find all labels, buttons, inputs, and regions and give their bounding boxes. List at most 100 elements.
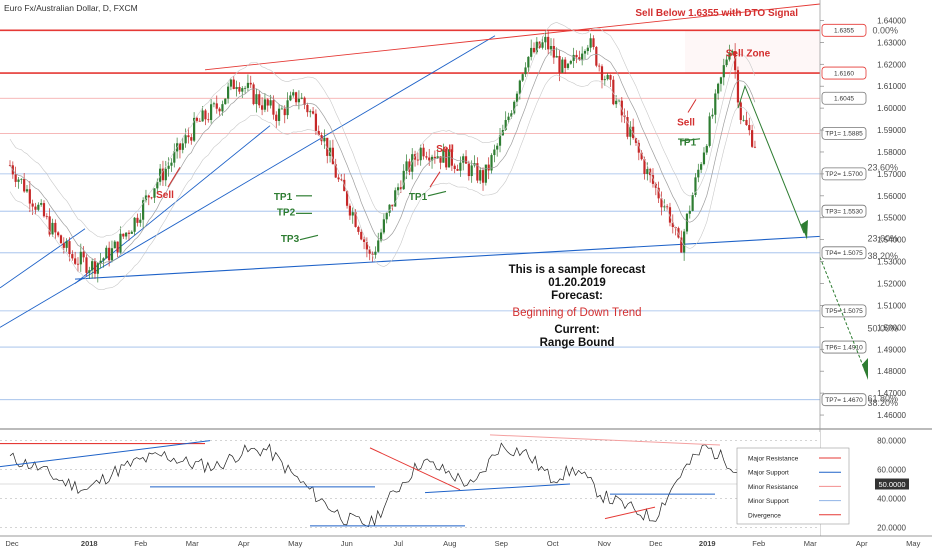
tp-label: TP2 — [277, 208, 296, 219]
candle-body — [320, 135, 323, 142]
candle-body — [306, 104, 309, 113]
time-tick-label: Jun — [341, 539, 353, 548]
candle-body — [173, 151, 176, 163]
candle-body — [232, 79, 235, 90]
lower-band-line — [9, 74, 756, 290]
candle-body — [204, 110, 207, 120]
osc-rising-support — [0, 440, 211, 468]
candle-body — [76, 263, 80, 265]
candle-body — [643, 159, 646, 174]
candle-body — [348, 205, 351, 216]
candle-body — [96, 263, 99, 274]
tp-arrow — [427, 190, 447, 197]
candle-body — [617, 100, 621, 102]
candle-body — [524, 67, 527, 75]
candle-body — [748, 125, 751, 131]
candle-body — [549, 46, 553, 50]
candle-body — [751, 130, 754, 147]
candle-body — [198, 120, 201, 122]
candle-body — [569, 60, 572, 64]
candle-body — [249, 82, 252, 85]
candle-body — [399, 187, 402, 190]
candle-body — [241, 88, 244, 92]
candle-body — [379, 232, 383, 241]
legend-label: Minor Resistance — [748, 484, 799, 491]
candle-body — [178, 143, 182, 150]
candle-body — [85, 257, 88, 273]
candle-body — [25, 189, 29, 192]
candle-body — [504, 119, 507, 130]
candle-body — [394, 190, 397, 207]
candle-body — [728, 52, 731, 60]
price-tick-label: 1.54000 — [877, 236, 906, 245]
osc-divergence-top — [489, 434, 721, 446]
fib-label: 38.20% — [867, 251, 898, 261]
candle-body — [606, 75, 609, 80]
candle-body — [127, 232, 131, 234]
level-label: 1.6160 — [834, 70, 854, 77]
candle-body — [331, 147, 335, 165]
candle-body — [405, 161, 408, 171]
price-tick-label: 1.63000 — [877, 38, 906, 47]
candle-body — [317, 130, 320, 136]
candle-body — [116, 241, 119, 253]
candle-body — [595, 47, 598, 66]
time-tick-label: Apr — [238, 539, 250, 548]
candle-body — [753, 146, 757, 148]
candle-body — [632, 126, 635, 139]
candle-body — [292, 92, 295, 96]
time-tick-label: May — [288, 539, 302, 548]
candle-body — [711, 114, 714, 117]
candle-body — [99, 260, 102, 264]
candle-body — [108, 247, 111, 261]
candle-body — [59, 235, 63, 244]
candle-body — [467, 163, 470, 177]
short-trendline-support — [0, 228, 86, 289]
price-tick-label: 1.46000 — [877, 411, 906, 420]
candle-body — [725, 59, 728, 66]
candle-body — [170, 162, 173, 166]
candle-body — [555, 55, 558, 58]
candle-body — [258, 94, 261, 106]
candle-body — [337, 177, 340, 180]
candle-body — [144, 195, 148, 201]
candle-body — [561, 59, 564, 73]
price-tick-label: 1.49000 — [877, 345, 906, 354]
candle-body — [402, 170, 405, 190]
chart-title: Euro Fx/Australian Dollar, D, FXCM — [4, 3, 138, 13]
candle-body — [136, 217, 139, 223]
candle-body — [40, 203, 43, 205]
time-tick-label: Feb — [752, 539, 765, 548]
candle-body — [734, 51, 737, 71]
sell-arrow — [429, 171, 441, 188]
osc-falling-resistance — [369, 447, 461, 491]
candle-body — [345, 191, 349, 206]
price-tick-label: 1.52000 — [877, 280, 906, 289]
forecast-text-line: This is a sample forecast — [509, 264, 646, 276]
candle-body — [422, 147, 425, 157]
candle-body — [215, 103, 218, 109]
candle-body — [442, 149, 445, 163]
candle-body — [31, 203, 34, 207]
candle-body — [413, 154, 417, 160]
candle-body — [374, 251, 377, 255]
level-label: TP4= 1.5075 — [825, 250, 863, 257]
candle-body — [328, 147, 332, 156]
candle-body — [195, 117, 199, 121]
price-tick-label: 1.50000 — [877, 323, 906, 332]
candle-body — [28, 189, 31, 204]
candle-body — [102, 258, 105, 261]
candle-body — [74, 258, 77, 264]
candle-body — [20, 178, 23, 180]
candle-body — [93, 261, 97, 274]
forecast-text-line: Current: — [554, 324, 599, 336]
candle-body — [68, 241, 71, 255]
candle-body — [456, 169, 459, 171]
moving-average-line — [9, 48, 756, 264]
time-tick-label: Feb — [134, 539, 147, 548]
forecast-text-line: Forecast: — [551, 290, 603, 302]
time-tick-label: Dec — [649, 539, 663, 548]
candle-body — [532, 47, 536, 53]
candle-body — [714, 93, 717, 115]
candle-body — [297, 98, 301, 103]
